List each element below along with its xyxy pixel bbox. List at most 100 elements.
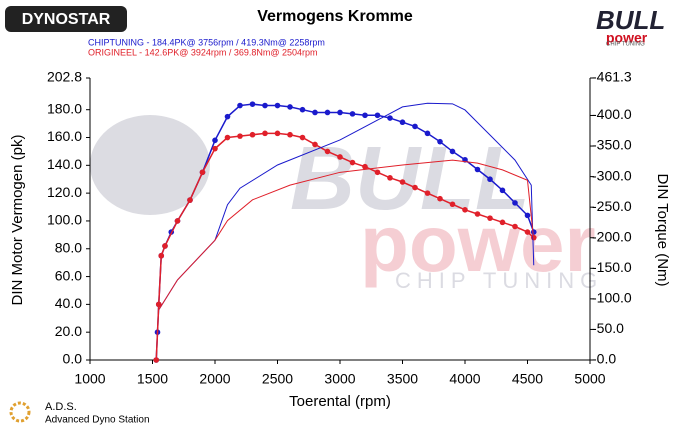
data-point (487, 215, 493, 221)
watermark-chip-text: CHIP TUNING (395, 268, 603, 293)
data-point (474, 211, 481, 217)
dynostar-text: DYNOSTAR (22, 11, 111, 28)
data-point (312, 109, 318, 116)
y2-axis-label: DIN Torque (Nm) (654, 173, 671, 286)
data-point (424, 130, 431, 137)
annotation: CHIPTUNING - 184.4PK@ 3756rpm / 419.3Nm@… (88, 37, 325, 47)
y-tick-label: 180.0 (47, 100, 82, 116)
data-point (374, 169, 381, 176)
bull-logo: BULL (596, 5, 665, 35)
data-point (274, 102, 281, 109)
x-tick-label: 5000 (574, 371, 605, 387)
y-tick-label: 20.0 (55, 323, 82, 339)
y2-tick-label: -300.0 (592, 167, 632, 183)
chip-logo: CHIP TUNING (606, 42, 645, 48)
data-point (274, 130, 281, 137)
torque-line (158, 102, 535, 311)
data-point (374, 112, 381, 119)
x-tick-label: 4000 (449, 371, 480, 387)
y-tick-label: 100.0 (47, 212, 82, 228)
data-point (153, 357, 160, 363)
data-point (512, 223, 518, 230)
power-logo: power (606, 30, 648, 46)
ads-text: A.D.S. (45, 401, 77, 413)
x-tick-label: 1000 (74, 371, 105, 387)
y-tick-label: 60.0 (55, 267, 82, 283)
data-point (487, 176, 493, 183)
y2-tick-label: -100.0 (592, 290, 632, 306)
data-point (524, 212, 531, 219)
data-point (155, 301, 162, 308)
data-point (287, 131, 293, 138)
data-point (349, 111, 356, 117)
data-point (237, 102, 243, 109)
y-tick-label: 120.0 (47, 184, 82, 200)
data-point (412, 184, 418, 191)
data-point (399, 119, 406, 126)
data-point (337, 154, 343, 160)
data-point (437, 138, 443, 145)
data-point (312, 141, 318, 148)
x-axis-label: Toerental (rpm) (289, 393, 391, 410)
y2-tick-label: -0.0 (592, 351, 616, 367)
data-point (158, 252, 165, 259)
data-point (174, 218, 181, 224)
data-point (324, 109, 331, 116)
chart-title: Vermogens Kromme (257, 8, 413, 25)
y-tick-label: 80.0 (55, 239, 82, 255)
x-tick-label: 3000 (324, 371, 355, 387)
torque-line (158, 159, 535, 311)
x-tick-label: 2500 (262, 371, 293, 387)
data-point (262, 102, 268, 109)
data-point (162, 243, 168, 249)
power-line (155, 132, 535, 361)
ads-logo (9, 401, 31, 423)
data-point (530, 229, 537, 235)
data-point (412, 123, 418, 130)
data-point (399, 179, 406, 185)
data-point (212, 145, 218, 152)
data-point (287, 104, 293, 110)
annotation: ORIGINEEL - 142.6PK@ 3924rpm / 369.8Nm@ … (88, 47, 318, 57)
x-tick-label: 3500 (387, 371, 418, 387)
data-point (499, 187, 506, 194)
data-point (299, 106, 306, 113)
data-point (299, 134, 306, 141)
y2-tick-label: -200.0 (592, 228, 632, 244)
data-point (524, 229, 531, 235)
data-point (337, 109, 343, 116)
y2-tick-label: -400.0 (592, 106, 632, 122)
y2-tick-label: -50.0 (592, 320, 624, 336)
data-point (224, 113, 231, 120)
y2-tick-label: -150.0 (592, 259, 632, 275)
data-point (237, 133, 243, 139)
y2-tick-label: -250.0 (592, 198, 632, 214)
data-point (449, 148, 456, 155)
x-tick-label: 2000 (199, 371, 230, 387)
ads-full-text: Advanced Dyno Station (45, 415, 150, 426)
data-point (187, 197, 193, 203)
y-tick-label: 0.0 (63, 351, 83, 367)
data-point (387, 175, 393, 181)
data-point (199, 169, 206, 176)
y-tick-label: 40.0 (55, 295, 82, 311)
y-tick-label: 160.0 (47, 128, 82, 144)
y-tick-label: 202.8 (47, 69, 82, 85)
y2-tick-label: -350.0 (592, 137, 632, 153)
x-tick-label: 4500 (512, 371, 543, 387)
y-axis-label: DIN Motor Vermogen (pk) (9, 135, 26, 306)
dynostar-logo (5, 6, 127, 32)
y2-tick-label: -461.3 (592, 69, 632, 85)
data-point (362, 112, 368, 119)
data-point (462, 207, 468, 213)
data-point (262, 130, 268, 137)
data-point (499, 219, 506, 226)
data-point (224, 134, 231, 141)
data-point (512, 200, 518, 206)
data-point (424, 190, 431, 196)
data-point (212, 137, 218, 144)
data-point (349, 159, 356, 166)
data-point (437, 195, 443, 202)
data-point (362, 163, 368, 170)
